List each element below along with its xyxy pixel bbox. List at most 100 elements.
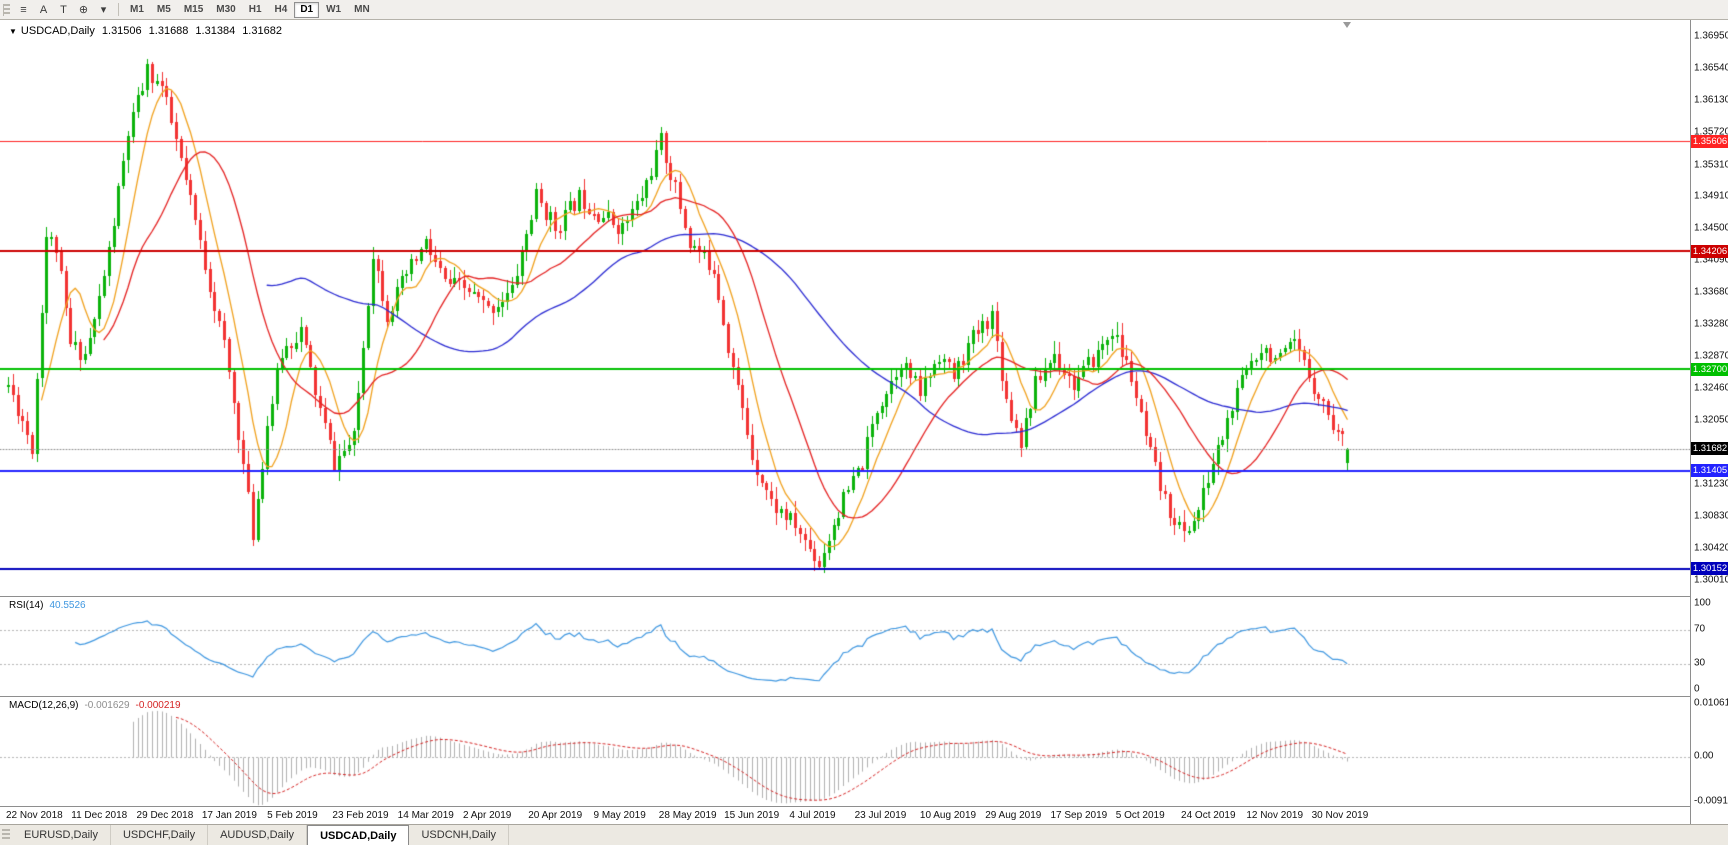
date-label-5-oct-2019: 5 Oct 2019 (1115, 810, 1165, 821)
rsi-tick-70: 70 (1694, 623, 1706, 635)
rsi-panel: RSI(14) 40.5526 (0, 596, 1728, 697)
tool-button-text-annotation[interactable]: A (34, 1, 53, 18)
macd-label: MACD(12,26,9) -0.001629 -0.000219 (9, 700, 181, 711)
date-label-15-jun-2019: 15 Jun 2019 (724, 810, 780, 821)
quote-close: 1.31682 (242, 25, 282, 37)
date-label-29-aug-2019: 29 Aug 2019 (985, 810, 1042, 821)
price-tick-1-35310: 1.35310 (1694, 159, 1728, 171)
symbol-dropdown-arrow-icon[interactable]: ▼ (9, 26, 17, 36)
level-price-badge-1-34206[interactable]: 1.34206 (1691, 244, 1728, 258)
macd-tick-0-00: 0.00 (1694, 750, 1714, 762)
main-chart-panel: ▼ USDCAD,Daily 1.31506 1.31688 1.31384 1… (0, 20, 1728, 596)
chart-symbol-label: USDCAD,Daily (20, 25, 95, 37)
price-tick-1-35720: 1.35720 (1694, 126, 1728, 138)
macd-panel: MACD(12,26,9) -0.001629 -0.000219 (0, 696, 1728, 807)
price-tick-1-36950: 1.36950 (1694, 30, 1728, 42)
level-price-badge-1-35606[interactable]: 1.35606 (1691, 134, 1728, 148)
chart-tab-audusd-daily[interactable]: AUDUSD,Daily (208, 825, 308, 845)
macd-tick-0-009181: -0.009181 (1694, 795, 1728, 807)
date-label-5-feb-2019: 5 Feb 2019 (267, 810, 318, 821)
price-tick-1-36540: 1.36540 (1694, 62, 1728, 74)
bid-price-badge: 1.31682 (1691, 442, 1728, 456)
timeframe-button-h1[interactable]: H1 (243, 2, 268, 18)
rsi-tick-100: 100 (1694, 597, 1711, 609)
rsi-canvas[interactable] (0, 598, 1690, 697)
price-tick-1-33680: 1.33680 (1694, 286, 1728, 298)
date-label-4-jul-2019: 4 Jul 2019 (789, 810, 836, 821)
chart-tab-usdcad-daily[interactable]: USDCAD,Daily (307, 825, 410, 845)
price-tick-1-33280: 1.33280 (1694, 318, 1728, 330)
date-label-23-jul-2019: 23 Jul 2019 (854, 810, 907, 821)
date-label-2-apr-2019: 2 Apr 2019 (462, 810, 512, 821)
date-label-23-feb-2019: 23 Feb 2019 (332, 810, 389, 821)
chart-tabs: EURUSD,Daily USDCHF,Daily AUDUSD,Daily USDC… (12, 825, 510, 845)
date-label-24-oct-2019: 24 Oct 2019 (1181, 810, 1236, 821)
date-label-28-may-2019: 28 May 2019 (658, 810, 717, 821)
chart-tab-eurusd-daily[interactable]: EURUSD,Daily (12, 825, 111, 845)
macd-tick-0-010615: 0.010615 (1694, 697, 1728, 709)
rsi-value: 40.5526 (49, 600, 86, 611)
date-label-17-jan-2019: 17 Jan 2019 (201, 810, 257, 821)
price-tick-1-30010: 1.30010 (1694, 574, 1728, 586)
tool-button-chart-list[interactable]: ≡ (14, 1, 33, 18)
rsi-name: RSI(14) (9, 600, 44, 611)
macd-signal-value: -0.000219 (135, 700, 181, 711)
price-tick-1-34090: 1.34090 (1694, 254, 1728, 266)
date-label-11-dec-2018: 11 Dec 2018 (71, 810, 128, 821)
chart-tab-bar: EURUSD,Daily USDCHF,Daily AUDUSD,Daily USDC… (0, 824, 1728, 845)
timeframe-button-m15[interactable]: M15 (178, 2, 209, 18)
rsi-label: RSI(14) 40.5526 (9, 600, 86, 611)
tabbar-grip[interactable] (2, 829, 10, 841)
price-tick-1-32460: 1.32460 (1694, 382, 1728, 394)
date-label-30-nov-2019: 30 Nov 2019 (1311, 810, 1369, 821)
price-tick-1-31230: 1.31230 (1694, 478, 1728, 490)
tool-button-tools-dropdown[interactable]: ▾ (94, 1, 113, 18)
timeframe-button-m1[interactable]: M1 (124, 2, 150, 18)
price-axis[interactable]: 1.36950 1.36540 1.36130 1.35720 1.35310 1.349… (1690, 20, 1728, 824)
date-label-29-dec-2018: 29 Dec 2018 (136, 810, 194, 821)
price-tick-1-30830: 1.30830 (1694, 510, 1728, 522)
price-tick-1-30420: 1.30420 (1694, 542, 1728, 554)
date-label-10-aug-2019: 10 Aug 2019 (919, 810, 977, 821)
timeframe-button-d1[interactable]: D1 (294, 1, 320, 18)
timeframe-button-h4[interactable]: H4 (269, 2, 294, 18)
chart-tab-usdcnh-daily[interactable]: USDCNH,Daily (409, 825, 510, 845)
macd-canvas[interactable] (0, 698, 1690, 807)
tool-button-type-tool[interactable]: T (54, 1, 73, 18)
price-tick-1-34500: 1.34500 (1694, 222, 1728, 234)
chart-tab-usdchf-daily[interactable]: USDCHF,Daily (111, 825, 209, 845)
date-label-14-mar-2019: 14 Mar 2019 (397, 810, 454, 821)
time-axis[interactable]: 22 Nov 2018 11 Dec 2018 29 Dec 2018 17 Jan … (0, 806, 1728, 824)
macd-name: MACD(12,26,9) (9, 700, 79, 711)
quote-open: 1.31506 (101, 25, 142, 37)
timeframe-button-m30[interactable]: M30 (210, 2, 241, 18)
timeframe-buttons: M1 M5 M15 M30 H1 H4 D1 W1 MN (124, 1, 376, 18)
quote-high: 1.31688 (148, 25, 189, 37)
toolbar-grip[interactable] (3, 3, 10, 16)
toolbar-separator (118, 3, 119, 16)
date-label-17-sep-2019: 17 Sep 2019 (1050, 810, 1108, 821)
date-label-20-apr-2019: 20 Apr 2019 (528, 810, 583, 821)
tool-button-crosshair-tool[interactable]: ⊕ (74, 1, 93, 18)
main-chart-canvas[interactable] (0, 20, 1690, 596)
toolbar: ≡ A T ⊕ ▾ M1 M5 M15 M30 H1 H4 D1 W1 MN (0, 0, 1728, 20)
level-price-badge-1-32700[interactable]: 1.32700 (1691, 362, 1728, 376)
price-tick-1-32050: 1.32050 (1694, 414, 1728, 426)
level-price-badge-1-31405[interactable]: 1.31405 (1691, 464, 1728, 478)
rsi-tick-0: 0 (1694, 683, 1700, 695)
price-tick-1-32870: 1.32870 (1694, 350, 1728, 362)
tool-buttons: ≡ A T ⊕ ▾ (14, 1, 113, 18)
chart-title: ▼ USDCAD,Daily 1.31506 1.31688 1.31384 1… (9, 25, 282, 37)
date-label-22-nov-2018: 22 Nov 2018 (6, 810, 63, 821)
price-tick-1-34910: 1.34910 (1694, 190, 1728, 202)
date-label-9-may-2019: 9 May 2019 (593, 810, 646, 821)
quote-low: 1.31384 (195, 25, 236, 37)
timeframe-button-mn[interactable]: MN (348, 2, 376, 18)
timeframe-button-w1[interactable]: W1 (320, 2, 347, 18)
chart-shift-marker-icon[interactable] (1343, 22, 1352, 28)
rsi-tick-30: 30 (1694, 657, 1706, 669)
level-price-badge-1-30152[interactable]: 1.30152 (1691, 562, 1728, 576)
date-label-12-nov-2019: 12 Nov 2019 (1246, 810, 1304, 821)
timeframe-button-m5[interactable]: M5 (151, 2, 177, 18)
